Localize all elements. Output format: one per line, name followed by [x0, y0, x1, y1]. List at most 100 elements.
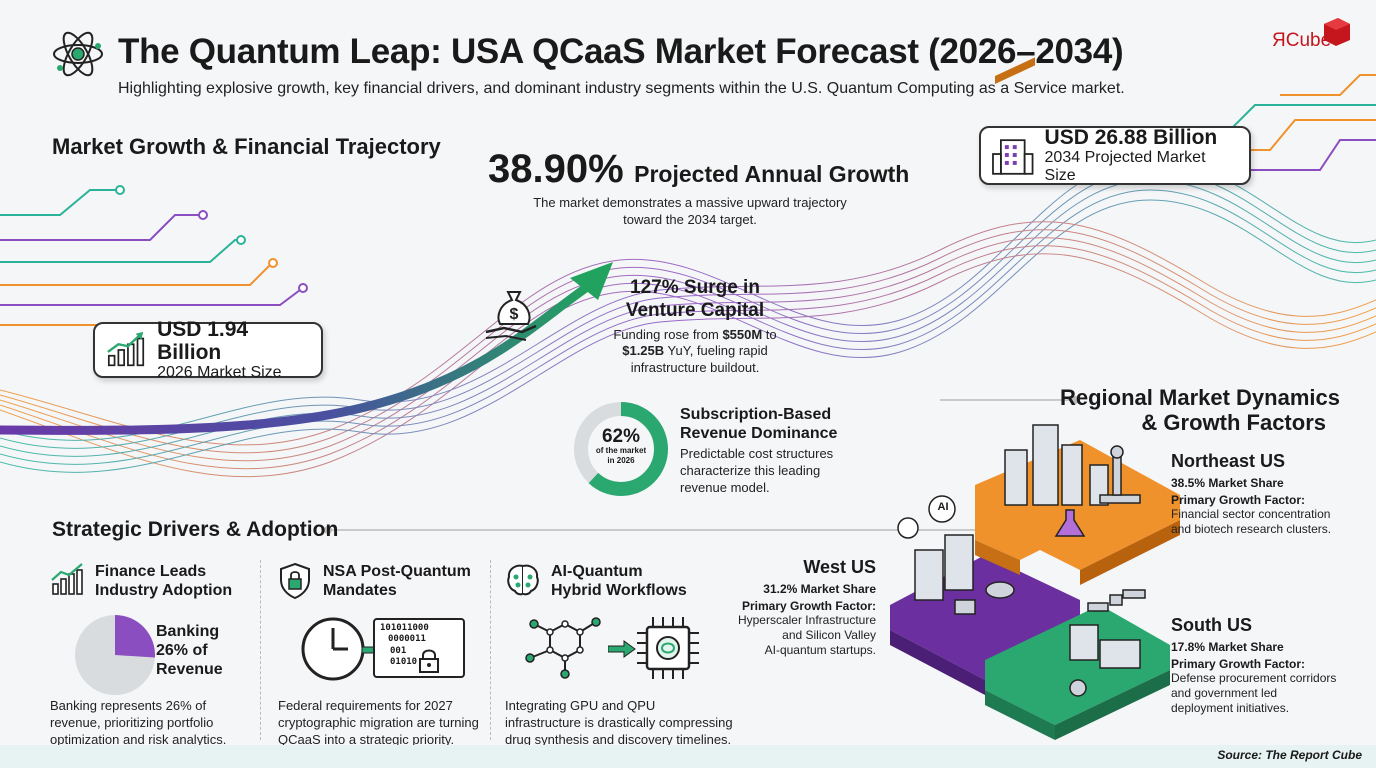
- driver-desc-line: Integrating GPU and QPU: [505, 698, 656, 713]
- driver-ai-quantum: AI-Quantum Hybrid Workflows Integrati: [505, 560, 745, 747]
- vc-title-line: Venture Capital: [625, 299, 765, 321]
- subscription-desc-line: characterize this leading: [680, 463, 821, 479]
- driver-title-line: NSA Post-Quantum: [323, 563, 471, 580]
- subscription-percent: 62%: [601, 426, 641, 447]
- bar-chart-icon: [107, 331, 145, 367]
- subscription-donut: 62% of the market in 2026: [572, 400, 670, 498]
- growth-headline: 38.90% Projected Annual Growth: [488, 147, 909, 192]
- growth-chart-icon: [51, 563, 83, 595]
- subscription-desc-line: revenue model.: [680, 480, 770, 496]
- region-factor-line: and government led: [1171, 686, 1278, 700]
- region-factor-line: Financial sector concentration: [1171, 507, 1331, 521]
- brand-logo-text: ЯCube: [1272, 30, 1332, 51]
- region-map: [890, 57, 1180, 740]
- regional-heading-line: Regional Market Dynamics: [1060, 385, 1340, 410]
- region-share: 17.8% Market Share: [1171, 640, 1284, 654]
- region-factor-label: Primary Growth Factor:: [1171, 657, 1306, 671]
- region-share: 38.5% Market Share: [1171, 476, 1284, 490]
- molecule-icon: [525, 617, 601, 679]
- driver-divider: [490, 560, 491, 740]
- vc-desc-text: Funding rose from: [613, 326, 723, 342]
- footer-strip: [0, 745, 1376, 768]
- region-south: South US 17.8% Market Share Primary Grow…: [1171, 615, 1366, 716]
- binary-line: 0000011: [388, 634, 426, 645]
- subscription-percent-note: of the market: [595, 446, 647, 455]
- market-size-2034-label: 2034 Projected Market Size: [1044, 148, 1206, 185]
- growth-rate-value: 38.90%: [488, 147, 624, 191]
- market-size-2034-value: USD 26.88 Billion: [1044, 125, 1218, 149]
- driver-desc-line: Banking represents 26% of: [50, 698, 207, 713]
- subscription-block: Subscription-Based Revenue Dominance Pre…: [680, 405, 880, 497]
- lock-icon: [419, 649, 439, 673]
- region-factor-line: Hyperscaler Infrastructure: [737, 613, 876, 627]
- growth-description: The market demonstrates a massive upward…: [490, 195, 890, 229]
- vc-surge-block: 127% Surge in Venture Capital Funding ro…: [600, 277, 790, 377]
- money-bag-icon: $: [482, 282, 544, 344]
- vc-title-line: 127% Surge in: [630, 277, 760, 298]
- vc-desc-text: to: [762, 326, 777, 342]
- brand-logo: ЯCube: [1266, 18, 1356, 60]
- clock-icon: [301, 617, 365, 681]
- market-size-2026-label: 2026 Market Size: [157, 363, 282, 381]
- building-icon: [992, 138, 1034, 175]
- region-name: South US: [1171, 615, 1252, 635]
- driver-finance: Finance Leads Industry Adoption Banking …: [50, 560, 260, 747]
- region-name: Northeast US: [1171, 451, 1286, 471]
- banking-pie: [75, 615, 155, 695]
- pie-label-line: 26% of: [156, 642, 208, 660]
- driver-desc-line: Federal requirements for 2027: [278, 698, 453, 713]
- section-heading-regional: Regional Market Dynamics & Growth Factor…: [1060, 385, 1340, 436]
- market-size-2034-card: USD 26.88 Billion 2034 Projected Market …: [979, 126, 1251, 185]
- subscription-title-line: Revenue Dominance: [680, 425, 838, 443]
- brain-icon: [507, 564, 539, 596]
- binary-line: 01010: [390, 656, 418, 667]
- market-size-2026-value: USD 1.94 Billion: [157, 317, 249, 364]
- region-factor-label: Primary Growth Factor:: [741, 599, 876, 613]
- page-title: The Quantum Leap: USA QCaaS Market Forec…: [118, 32, 1124, 71]
- driver-desc-line: drug synthesis and discovery timelines.: [505, 731, 732, 747]
- regional-heading-line: & Growth Factors: [1141, 410, 1326, 436]
- driver-nsa: NSA Post-Quantum Mandates 101011000 0000…: [278, 560, 488, 747]
- subscription-percent-note: in 2026: [607, 455, 635, 465]
- vc-desc-bold: $1.25B: [622, 343, 665, 359]
- driver-title-line: Hybrid Workflows: [551, 582, 687, 600]
- binary-line: 101011000: [380, 623, 429, 633]
- driver-title-line: Industry Adoption: [95, 582, 233, 600]
- region-name: West US: [803, 557, 876, 577]
- growth-rate-label: Projected Annual Growth: [634, 161, 910, 187]
- section-heading-growth: Market Growth & Financial Trajectory: [52, 134, 441, 159]
- market-size-2026-card: USD 1.94 Billion 2026 Market Size: [93, 318, 323, 381]
- atom-icon: [50, 26, 106, 82]
- svg-text:$: $: [510, 306, 519, 323]
- driver-desc-line: optimization and risk analytics.: [50, 731, 227, 747]
- section-heading-drivers: Strategic Drivers & Adoption: [52, 518, 339, 541]
- vc-desc-text: infrastructure buildout.: [630, 360, 760, 376]
- page-subtitle: Highlighting explosive growth, key finan…: [118, 80, 1125, 97]
- growth-desc-line: The market demonstrates a massive upward…: [533, 195, 847, 210]
- region-factor-line: Defense procurement corridors: [1171, 671, 1337, 685]
- driver-title-line: Finance Leads: [95, 563, 207, 580]
- vc-description: Funding rose from $550M to $1.25B YuY, f…: [600, 327, 790, 378]
- region-factor-line: deployment initiatives.: [1171, 701, 1290, 715]
- chip-icon: [637, 617, 699, 679]
- source-note: Source: The Report Cube: [1217, 748, 1362, 762]
- vc-desc-text: YuY, fueling rapid: [664, 343, 768, 359]
- ai-badge: AI: [937, 501, 949, 513]
- region-west: West US 31.2% Market Share Primary Growt…: [700, 557, 876, 658]
- growth-desc-line: toward the 2034 target.: [623, 211, 757, 227]
- vc-desc-bold: $550M: [722, 326, 763, 342]
- driver-desc-line: cryptographic migration are turning: [278, 714, 479, 730]
- binary-line: 001: [390, 645, 407, 656]
- arrow-right-icon: [608, 640, 636, 658]
- region-factor-line: and biotech research clusters.: [1171, 522, 1332, 536]
- subscription-title-line: Subscription-Based: [680, 406, 832, 423]
- shield-lock-icon: [280, 562, 310, 600]
- region-factor-line: AI-quantum startups.: [764, 643, 876, 657]
- subscription-desc-line: Predictable cost structures: [680, 446, 834, 462]
- driver-title-line: AI-Quantum: [551, 563, 643, 580]
- driver-desc-line: revenue, prioritizing portfolio: [50, 714, 214, 730]
- pie-label-line: Banking: [156, 623, 220, 640]
- driver-desc-line: infrastructure is drastically compressin…: [505, 714, 733, 730]
- region-factor-line: and Silicon Valley: [782, 628, 876, 642]
